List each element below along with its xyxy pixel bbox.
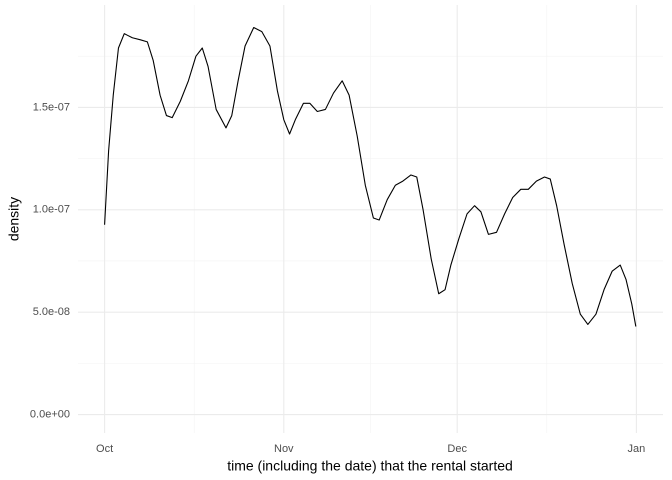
grid [78, 5, 663, 433]
x-tick-label: Dec [447, 443, 467, 455]
y-tick-label: 1.0e-07 [33, 204, 70, 216]
y-tick-label: 5.0e-08 [33, 306, 70, 318]
density-line [104, 26, 637, 327]
y-tick-label: 0.0e+00 [30, 408, 70, 420]
y-tick-label: 1.5e-07 [33, 101, 70, 113]
x-axis-title: time (including the date) that the renta… [227, 458, 513, 474]
plot [104, 26, 637, 327]
x-tick-label: Jan [628, 443, 646, 455]
x-tick-label: Oct [96, 443, 113, 455]
x-tick-label: Nov [274, 443, 294, 455]
y-axis-title: density [6, 197, 22, 241]
